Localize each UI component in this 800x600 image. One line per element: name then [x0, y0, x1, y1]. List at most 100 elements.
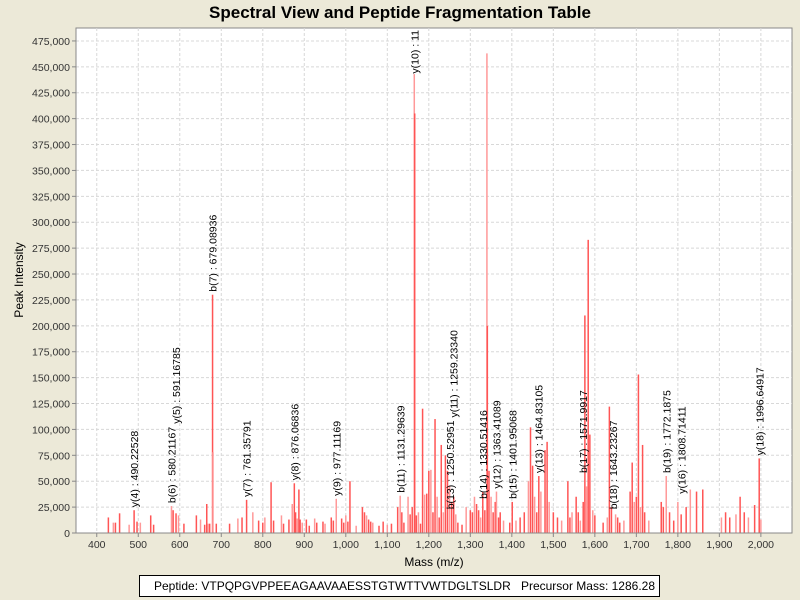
peak-bar [461, 524, 463, 533]
peak-bar [401, 512, 403, 533]
peak-bar [264, 517, 266, 533]
peak-bar [685, 507, 687, 533]
peak-bar [272, 520, 275, 533]
y-tick-label: 425,000 [32, 88, 70, 100]
x-tick-label: 1,000 [333, 539, 359, 551]
peak-bar [172, 510, 174, 533]
peak-bar [616, 517, 619, 533]
peak-bar [585, 486, 588, 533]
x-tick-label: 1,200 [416, 539, 442, 551]
peak-bar [519, 517, 521, 533]
peak-bar [355, 525, 357, 533]
x-tick-label: 600 [171, 539, 189, 551]
peak-bar [442, 512, 445, 533]
peak-bar [282, 523, 285, 533]
peak-bar [298, 489, 300, 533]
peak-bar [288, 519, 290, 533]
peak-bar [529, 427, 532, 533]
peak-bar [494, 501, 496, 533]
peak-bar [720, 517, 723, 533]
peak-bar [567, 481, 569, 533]
peak-bar [403, 522, 405, 533]
peak-annotation-label: y(8) : 876.06836 [289, 404, 301, 481]
x-tick-label: 700 [213, 539, 231, 551]
y-axis-label: Peak Intensity [12, 242, 26, 317]
peak-bar [535, 512, 538, 533]
y-tick-label: 225,000 [32, 295, 70, 307]
peak-bar [382, 521, 384, 533]
peak-bar [195, 515, 198, 533]
peak-bar [183, 523, 185, 533]
peak-bar [455, 514, 457, 533]
peak-bar [689, 489, 692, 533]
peak-bar [421, 408, 424, 533]
peak-bar [372, 522, 374, 533]
peak-bar [308, 525, 311, 533]
peak-bar [743, 512, 746, 533]
peak-bar [665, 476, 667, 533]
peak-bar [425, 493, 428, 533]
peak-annotation-label: b(14) : 1330.51416 [478, 410, 490, 499]
peak-annotation-label: y(4) : 490.22528 [129, 431, 141, 508]
peak-bar [592, 510, 594, 533]
peak-bar [760, 519, 762, 533]
peak-bar [207, 523, 209, 533]
peak-bar [486, 325, 489, 533]
peak-bar [602, 522, 604, 533]
peptide-info-box: Peptide: VTPQPGVPPEEAGAAVAAESSTGTWTTVWTD… [139, 575, 660, 597]
peak-bar [448, 486, 451, 533]
peak-bar [237, 518, 239, 533]
peak-bar [623, 520, 625, 533]
peak-bar [486, 53, 488, 533]
peak-bar [641, 444, 644, 533]
peak-bar [335, 498, 338, 533]
peak-bar [415, 515, 418, 533]
peak-bar [540, 491, 542, 533]
peak-bar [315, 522, 318, 533]
peak-bar [280, 515, 283, 533]
peak-bar [739, 496, 741, 533]
peak-annotation-label: b(18) : 1643.23267 [608, 420, 620, 509]
peak-bar [136, 521, 138, 533]
peak-bar [668, 512, 671, 533]
x-tick-label: 500 [129, 539, 147, 551]
peak-annotation-label: b(6) : 580.21167 [167, 427, 179, 503]
peak-bar [584, 315, 586, 533]
y-tick-label: 325,000 [32, 191, 70, 203]
peak-bar [299, 519, 301, 533]
y-tick-label: 450,000 [32, 62, 70, 74]
peak-bar [488, 470, 490, 533]
peak-bar [497, 517, 500, 533]
peak-bar [432, 512, 434, 533]
peak-bar [648, 520, 650, 533]
y-tick-label: 125,000 [32, 399, 70, 411]
peak-annotations: y(4) : 490.22528 b(6) : 580.21167 y(5) : 5… [129, 30, 766, 509]
peak-bar [465, 507, 467, 533]
peak-bar [399, 495, 401, 533]
peak-bar [291, 503, 294, 533]
y-tick-label: 150,000 [32, 373, 70, 385]
peak-bar [577, 512, 579, 533]
peak-bar [662, 507, 665, 533]
peak-bar [639, 507, 642, 533]
peak-bar [511, 501, 513, 533]
x-tick-label: 800 [254, 539, 272, 551]
chart-title: Spectral View and Peptide Fragmentation … [209, 3, 591, 22]
peak-bar [587, 239, 589, 534]
peak-bar [499, 512, 501, 533]
precursor-mass: Precursor Mass: 1286.28 [520, 579, 655, 593]
peak-bar [252, 512, 254, 533]
x-tick-label: 400 [88, 539, 106, 551]
peak-bar [556, 517, 559, 533]
peak-bar [672, 520, 675, 533]
peak-bar [409, 514, 411, 533]
peak-bar [330, 517, 333, 533]
peak-bar [552, 512, 555, 533]
peak-bar [262, 522, 264, 533]
y-tick-label: 75,000 [38, 450, 70, 462]
peak-bar [313, 518, 316, 533]
peak-bar [614, 514, 617, 533]
peak-bar [571, 512, 573, 533]
x-tick-label: 2,000 [748, 539, 774, 551]
peak-annotation-label: b(11) : 1131.29639 [395, 405, 407, 492]
